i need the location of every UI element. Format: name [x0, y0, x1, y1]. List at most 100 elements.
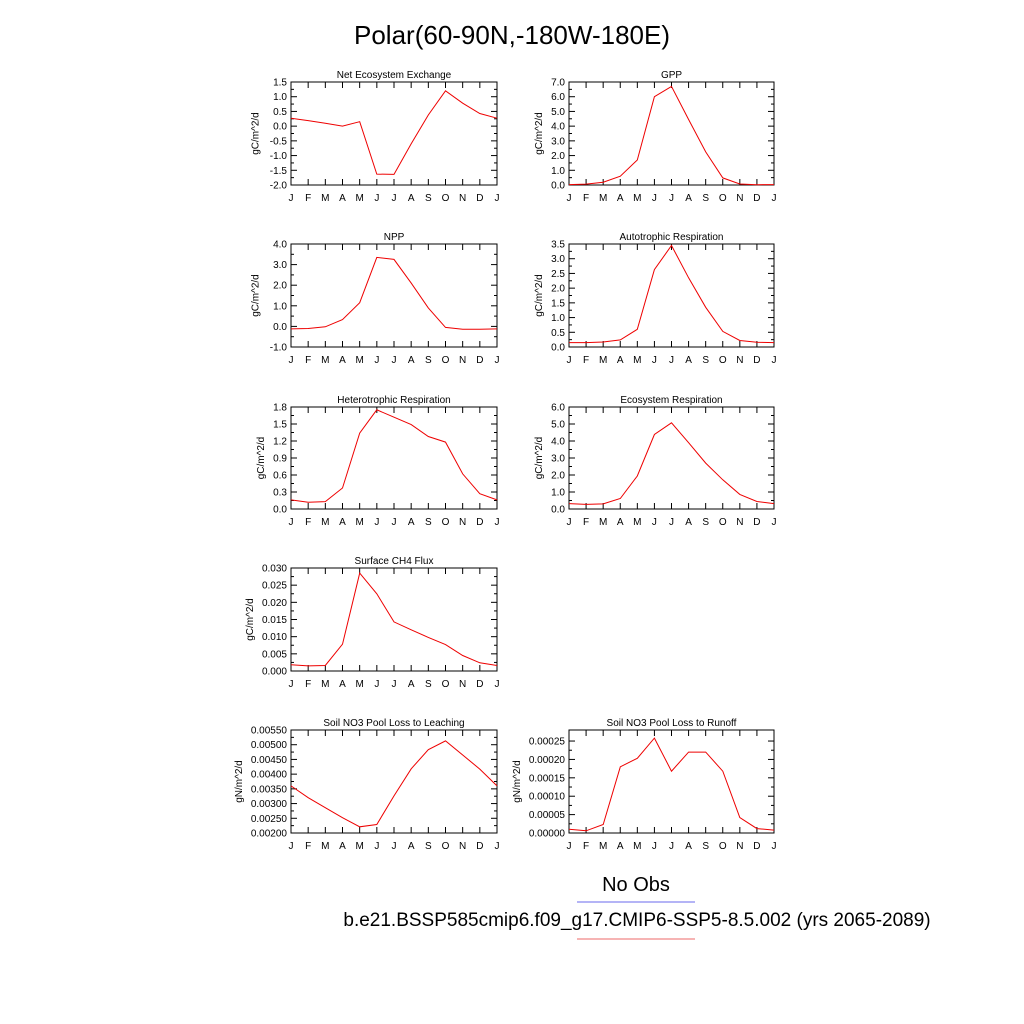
- x-tick-label: J: [567, 841, 572, 852]
- y-tick-label: 0.9: [273, 454, 287, 465]
- x-tick-label: S: [425, 355, 432, 366]
- panel-title: Autotrophic Respiration: [620, 232, 724, 243]
- x-tick-label: J: [669, 841, 674, 852]
- x-tick-label: A: [685, 355, 692, 366]
- series-line: [568, 422, 775, 505]
- y-tick-label: 1.8: [273, 403, 287, 414]
- x-tick-label: D: [476, 679, 483, 690]
- plot-frame: [290, 567, 498, 672]
- x-tick-label: J: [392, 517, 397, 528]
- y-tick-label: 0.0: [273, 322, 287, 333]
- x-tick-label: D: [476, 355, 483, 366]
- y-tick-label: 0.00015: [529, 773, 566, 784]
- y-tick-label: 1.0: [273, 92, 287, 103]
- y-tick-label: 1.2: [273, 437, 287, 448]
- x-tick-label: S: [702, 355, 709, 366]
- y-tick-label: -1.5: [270, 166, 288, 177]
- main-title: Polar(60-90N,-180W-180E): [354, 20, 670, 50]
- legend-obs-label: No Obs: [602, 874, 670, 896]
- x-tick-label: J: [669, 517, 674, 528]
- x-tick-label: J: [392, 679, 397, 690]
- panel-title: Soil NO3 Pool Loss to Runoff: [607, 718, 737, 729]
- y-tick-label: 0.030: [262, 564, 287, 575]
- x-tick-label: D: [476, 517, 483, 528]
- y-tick-label: 0.020: [262, 598, 287, 609]
- y-tick-label: 3.0: [551, 454, 565, 465]
- y-tick-label: 4.0: [551, 122, 565, 133]
- x-tick-label: F: [583, 355, 589, 366]
- x-tick-label: F: [305, 193, 311, 204]
- y-tick-label: -1.0: [270, 151, 288, 162]
- x-tick-label: S: [425, 193, 432, 204]
- plot-frame: [568, 243, 775, 348]
- x-tick-label: A: [685, 193, 692, 204]
- y-tick-label: -0.5: [270, 136, 288, 147]
- plot-frame: [568, 729, 775, 834]
- x-tick-label: N: [459, 193, 466, 204]
- y-tick-label: 0.0: [551, 505, 565, 516]
- x-tick-label: F: [305, 679, 311, 690]
- y-tick-label: 6.0: [551, 92, 565, 103]
- y-axis-label: gC/m^2/d: [251, 274, 262, 317]
- y-tick-label: 0.00010: [529, 792, 566, 803]
- x-tick-label: J: [495, 517, 500, 528]
- y-tick-label: 1.5: [273, 78, 287, 89]
- x-tick-label: S: [425, 517, 432, 528]
- x-tick-label: J: [289, 841, 294, 852]
- y-tick-label: 0.00400: [251, 770, 288, 781]
- plot-frame: [290, 729, 498, 834]
- x-tick-label: N: [736, 517, 743, 528]
- x-tick-label: F: [305, 355, 311, 366]
- x-tick-label: M: [599, 355, 607, 366]
- x-tick-label: J: [392, 841, 397, 852]
- x-tick-label: M: [355, 841, 363, 852]
- x-tick-label: A: [617, 841, 624, 852]
- x-tick-label: J: [772, 355, 777, 366]
- x-tick-label: F: [305, 841, 311, 852]
- x-tick-label: J: [289, 679, 294, 690]
- y-tick-label: 1.0: [273, 301, 287, 312]
- x-tick-label: N: [736, 355, 743, 366]
- x-tick-label: A: [685, 517, 692, 528]
- x-tick-label: D: [476, 841, 483, 852]
- x-tick-label: J: [567, 355, 572, 366]
- y-tick-label: 2.5: [551, 269, 565, 280]
- x-tick-label: O: [719, 517, 727, 528]
- x-tick-label: O: [442, 679, 450, 690]
- y-tick-label: 1.5: [551, 298, 565, 309]
- x-tick-label: O: [719, 193, 727, 204]
- y-tick-label: 0.0: [551, 181, 565, 192]
- series-line: [568, 85, 775, 186]
- x-tick-label: O: [719, 841, 727, 852]
- x-tick-label: A: [685, 841, 692, 852]
- x-tick-label: J: [495, 355, 500, 366]
- x-tick-label: N: [459, 517, 466, 528]
- plot-frame: [568, 81, 775, 186]
- y-tick-label: 0.6: [273, 471, 287, 482]
- y-tick-label: 4.0: [551, 437, 565, 448]
- y-axis-label: gC/m^2/d: [245, 598, 256, 641]
- panel-title: Surface CH4 Flux: [355, 556, 434, 567]
- y-tick-label: 7.0: [551, 78, 565, 89]
- y-tick-label: 2.0: [551, 284, 565, 295]
- legend: No Obs b.e21.BSSP585cmip6.f09_g17.CMIP6-…: [343, 874, 931, 940]
- x-tick-label: J: [567, 193, 572, 204]
- x-tick-label: J: [289, 193, 294, 204]
- x-tick-label: O: [719, 355, 727, 366]
- x-tick-label: M: [355, 355, 363, 366]
- plot-frame: [290, 81, 498, 186]
- y-tick-label: 0.0: [551, 343, 565, 354]
- x-tick-label: O: [442, 355, 450, 366]
- x-tick-label: M: [633, 193, 641, 204]
- x-tick-label: F: [583, 193, 589, 204]
- x-tick-label: J: [772, 517, 777, 528]
- y-axis-label: gC/m^2/d: [534, 437, 545, 480]
- x-tick-label: S: [425, 679, 432, 690]
- x-tick-label: J: [392, 193, 397, 204]
- x-tick-label: J: [374, 355, 379, 366]
